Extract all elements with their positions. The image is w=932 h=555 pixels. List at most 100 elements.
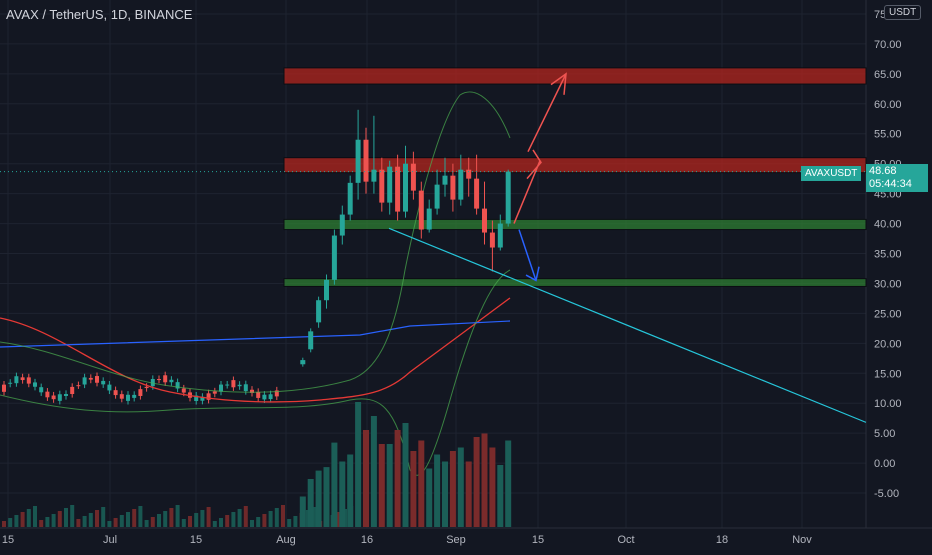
candle-body bbox=[169, 379, 174, 383]
candle-body bbox=[489, 232, 495, 248]
symbol-label: AVAXUSDT bbox=[801, 166, 862, 181]
x-tick-label: Jul bbox=[103, 534, 117, 546]
volume-bar bbox=[336, 512, 341, 527]
candle-body bbox=[20, 377, 25, 381]
volume-bar bbox=[45, 517, 50, 527]
y-tick-label: 25.00 bbox=[874, 308, 902, 320]
candle-body bbox=[200, 396, 205, 401]
candle-body bbox=[387, 166, 393, 203]
candle-body bbox=[14, 376, 19, 384]
candle-body bbox=[225, 384, 230, 386]
x-tick-label: 15 bbox=[532, 534, 544, 546]
volume-bar bbox=[505, 440, 512, 527]
x-tick-label: Oct bbox=[617, 534, 634, 546]
y-tick-label: 40.00 bbox=[874, 219, 902, 231]
trendline bbox=[388, 227, 867, 423]
candle-body bbox=[237, 384, 242, 387]
candle-body bbox=[418, 190, 424, 230]
arrow-up-large bbox=[527, 73, 567, 153]
arrow-down bbox=[518, 229, 537, 281]
volume-bar bbox=[355, 402, 362, 527]
x-tick-label: Nov bbox=[792, 534, 812, 546]
candle-body bbox=[497, 223, 503, 248]
volume-bar bbox=[299, 496, 306, 527]
candle-body bbox=[339, 214, 345, 236]
volume-bar bbox=[378, 444, 385, 527]
x-tick-label: 15 bbox=[190, 534, 202, 546]
candle-body bbox=[355, 139, 361, 183]
x-tick-label: Sep bbox=[446, 534, 466, 546]
candle-body bbox=[39, 387, 44, 393]
candle-body bbox=[138, 389, 143, 396]
resistance-zone bbox=[283, 157, 867, 174]
candle-body bbox=[194, 395, 199, 402]
volume-bar bbox=[262, 514, 267, 527]
volume-bar bbox=[231, 512, 236, 527]
volume-bar bbox=[386, 444, 393, 527]
volume-bar bbox=[200, 510, 205, 527]
candle-body bbox=[274, 390, 279, 397]
y-tick-label: 10.00 bbox=[874, 398, 902, 410]
volume-bar bbox=[57, 511, 62, 527]
volume-bar bbox=[442, 461, 448, 527]
last-price-tag: 48.68 05:44:34 bbox=[866, 164, 928, 192]
volume-bar bbox=[169, 508, 174, 527]
volume-bar bbox=[339, 461, 346, 527]
candle-body bbox=[95, 376, 99, 383]
candle-body bbox=[324, 279, 329, 301]
candle-body bbox=[250, 389, 254, 393]
volume-bar bbox=[150, 517, 155, 527]
y-tick-label: 60.00 bbox=[874, 99, 902, 111]
candle-body bbox=[51, 395, 56, 400]
volume-bar bbox=[481, 433, 488, 527]
y-tick-label: 55.00 bbox=[874, 129, 902, 141]
candle-body bbox=[466, 169, 472, 179]
volume-bar bbox=[434, 454, 441, 527]
candle-body bbox=[403, 163, 408, 212]
volume-bar bbox=[457, 447, 464, 527]
x-tick-label: Aug bbox=[276, 534, 296, 546]
arrow-up-small-head bbox=[526, 149, 542, 180]
volume-bar bbox=[370, 416, 377, 527]
volume-bar bbox=[418, 440, 425, 527]
candle-body bbox=[132, 394, 137, 398]
bollinger-lower bbox=[0, 269, 511, 476]
y-tick-label: 5.00 bbox=[874, 428, 895, 440]
volume-bar bbox=[465, 461, 472, 527]
volume-bar bbox=[33, 506, 37, 527]
y-tick-label: 20.00 bbox=[874, 338, 902, 350]
volume-bar bbox=[70, 505, 75, 527]
candle-body bbox=[107, 384, 112, 391]
volume-bar bbox=[212, 521, 217, 527]
y-tick-label: 30.00 bbox=[874, 278, 902, 290]
y-tick-label: 0.00 bbox=[874, 458, 895, 470]
volume-bar bbox=[76, 519, 81, 527]
volume-bar bbox=[497, 465, 504, 527]
volume-bar bbox=[225, 515, 230, 527]
candle-body bbox=[268, 394, 273, 400]
volume-bar bbox=[194, 513, 199, 527]
volume-bar bbox=[138, 506, 143, 527]
volume-bar bbox=[219, 518, 223, 527]
currency-button[interactable]: USDT bbox=[884, 5, 922, 20]
volume-bar bbox=[281, 505, 285, 527]
volume-bar bbox=[113, 518, 118, 527]
candle-body bbox=[316, 300, 322, 323]
y-tick-label: 70.00 bbox=[874, 39, 902, 51]
candle-body bbox=[70, 386, 75, 395]
moving-average-red bbox=[0, 297, 511, 403]
arrow-up-large-head bbox=[550, 72, 567, 95]
moving-average-blue bbox=[0, 320, 511, 348]
candle-body bbox=[256, 391, 261, 398]
volume-bar bbox=[88, 513, 93, 527]
volume-bar bbox=[287, 519, 292, 527]
volume-bar bbox=[95, 510, 99, 527]
candle-body bbox=[45, 391, 50, 398]
volume-bar bbox=[157, 514, 161, 527]
volume-bar bbox=[307, 479, 314, 527]
candle-body bbox=[482, 208, 487, 233]
candle-body bbox=[395, 166, 401, 212]
x-tick-label: 16 bbox=[361, 534, 373, 546]
